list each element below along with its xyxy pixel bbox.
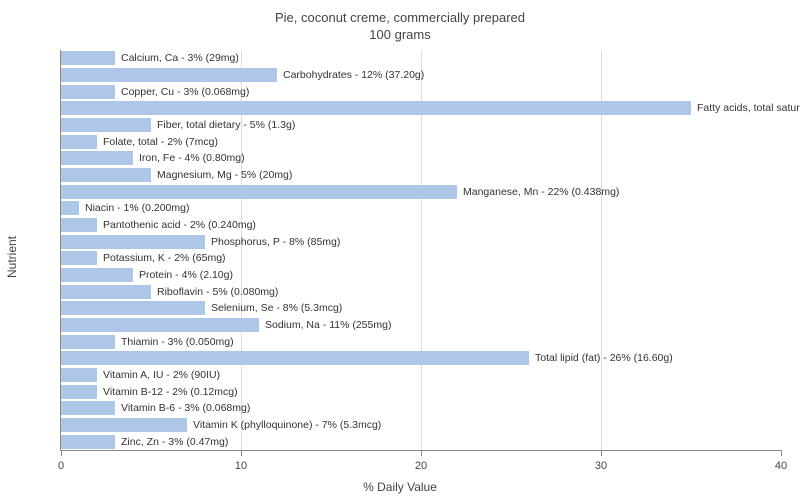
bar-label: Selenium, Se - 8% (5.3mcg) bbox=[211, 301, 342, 315]
bar bbox=[61, 418, 187, 432]
title-line1: Pie, coconut creme, commercially prepare… bbox=[275, 10, 525, 25]
bar bbox=[61, 385, 97, 399]
chart-container: Pie, coconut creme, commercially prepare… bbox=[0, 0, 800, 500]
x-tick-label: 30 bbox=[595, 460, 607, 472]
bar bbox=[61, 118, 151, 132]
bar-label: Thiamin - 3% (0.050mg) bbox=[121, 335, 234, 349]
bar bbox=[61, 135, 97, 149]
bar-label: Pantothenic acid - 2% (0.240mg) bbox=[103, 218, 256, 232]
x-tick-label: 0 bbox=[58, 460, 64, 472]
bar bbox=[61, 185, 457, 199]
x-axis-title: % Daily Value bbox=[363, 480, 437, 494]
bar-label: Carbohydrates - 12% (37.20g) bbox=[283, 68, 424, 82]
bar bbox=[61, 435, 115, 449]
bar bbox=[61, 101, 691, 115]
bar bbox=[61, 68, 277, 82]
bar-label: Calcium, Ca - 3% (29mg) bbox=[121, 51, 239, 65]
bar-label: Riboflavin - 5% (0.080mg) bbox=[157, 285, 278, 299]
x-tick bbox=[781, 450, 782, 456]
bar bbox=[61, 151, 133, 165]
bar-label: Protein - 4% (2.10g) bbox=[139, 268, 233, 282]
bar bbox=[61, 351, 529, 365]
bar-label: Potassium, K - 2% (65mg) bbox=[103, 251, 226, 265]
bar bbox=[61, 168, 151, 182]
bar-label: Folate, total - 2% (7mcg) bbox=[103, 135, 218, 149]
bar bbox=[61, 251, 97, 265]
chart-title: Pie, coconut creme, commercially prepare… bbox=[0, 0, 800, 44]
bar bbox=[61, 335, 115, 349]
bar-label: Fatty acids, total saturated - 35% (6.97… bbox=[697, 101, 800, 115]
bar bbox=[61, 235, 205, 249]
x-tick bbox=[241, 450, 242, 456]
x-tick bbox=[421, 450, 422, 456]
plot-area: 010203040Calcium, Ca - 3% (29mg)Carbohyd… bbox=[60, 50, 781, 451]
bar-label: Sodium, Na - 11% (255mg) bbox=[265, 318, 391, 332]
bar bbox=[61, 268, 133, 282]
bar bbox=[61, 85, 115, 99]
bar-label: Copper, Cu - 3% (0.068mg) bbox=[121, 85, 249, 99]
bar bbox=[61, 368, 97, 382]
bar bbox=[61, 285, 151, 299]
bar-label: Iron, Fe - 4% (0.80mg) bbox=[139, 151, 245, 165]
x-tick bbox=[601, 450, 602, 456]
x-tick-label: 20 bbox=[415, 460, 427, 472]
x-tick bbox=[61, 450, 62, 456]
bar-label: Niacin - 1% (0.200mg) bbox=[85, 201, 189, 215]
y-axis-title: Nutrient bbox=[5, 236, 19, 278]
bar-label: Manganese, Mn - 22% (0.438mg) bbox=[463, 185, 619, 199]
bar bbox=[61, 201, 79, 215]
bar-label: Zinc, Zn - 3% (0.47mg) bbox=[121, 435, 228, 449]
bar-label: Magnesium, Mg - 5% (20mg) bbox=[157, 168, 292, 182]
bar-label: Phosphorus, P - 8% (85mg) bbox=[211, 235, 340, 249]
bar bbox=[61, 401, 115, 415]
bar bbox=[61, 318, 259, 332]
bar-label: Fiber, total dietary - 5% (1.3g) bbox=[157, 118, 295, 132]
bar-label: Vitamin B-12 - 2% (0.12mcg) bbox=[103, 385, 238, 399]
bar-label: Vitamin K (phylloquinone) - 7% (5.3mcg) bbox=[193, 418, 381, 432]
bar-label: Vitamin B-6 - 3% (0.068mg) bbox=[121, 401, 250, 415]
title-line2: 100 grams bbox=[369, 27, 430, 42]
bar bbox=[61, 218, 97, 232]
x-tick-label: 40 bbox=[775, 460, 787, 472]
bar bbox=[61, 301, 205, 315]
bar bbox=[61, 51, 115, 65]
bar-label: Total lipid (fat) - 26% (16.60g) bbox=[535, 351, 673, 365]
bar-label: Vitamin A, IU - 2% (90IU) bbox=[103, 368, 220, 382]
x-tick-label: 10 bbox=[235, 460, 247, 472]
